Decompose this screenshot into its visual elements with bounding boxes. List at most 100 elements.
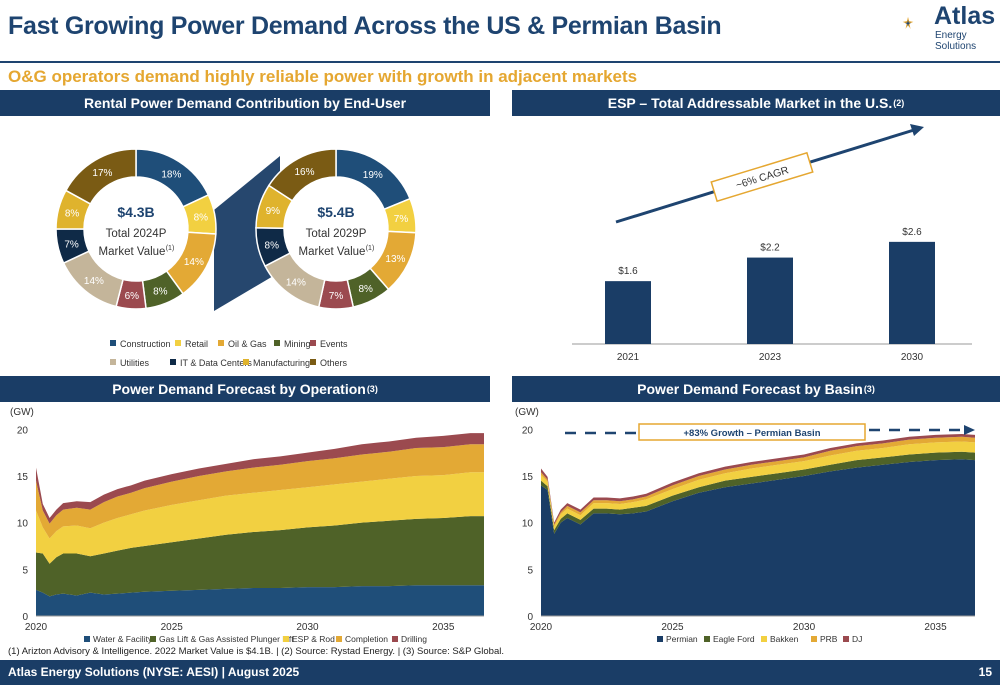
legend-label-utilities: Utilities: [120, 358, 150, 368]
donut1-subtitle2: Market Value: [99, 246, 166, 258]
donut1-subtitle: Total 2024P: [106, 228, 167, 240]
page-number: 15: [978, 665, 992, 679]
basin-ytick-10: 10: [522, 519, 534, 530]
legend-label-retail: Retail: [185, 339, 208, 349]
op-legend-label-gas-lift-gas-assisted-plunger-lift: Gas Lift & Gas Assisted Plunger Lift: [159, 634, 294, 644]
basin-panel-header: Power Demand Forecast by Basin (3): [512, 376, 1000, 402]
basin-ytick-0: 0: [527, 612, 533, 623]
basin-area-eagle-ford: [541, 451, 975, 534]
op-area-drilling: [36, 433, 484, 524]
rental-panel-header: Rental Power Demand Contribution by End-…: [0, 90, 490, 116]
basin-area-bakken: [541, 441, 975, 531]
esp-value-label-2021: $1.6: [618, 266, 638, 277]
esp-bar-2023: [747, 257, 793, 344]
op-area-esp-rod: [36, 472, 484, 564]
legend-label-mining: Mining: [284, 339, 311, 349]
esp-panel-note: (2): [893, 98, 905, 108]
operation-panel-note: (3): [366, 384, 378, 394]
op-legend-swatch-drilling: [392, 636, 398, 642]
basin-xtick-2020: 2020: [530, 622, 553, 633]
op-legend-swatch-completion: [336, 636, 342, 642]
operation-panel-title: Power Demand Forecast by Operation: [112, 381, 366, 397]
legend-label-oil-gas: Oil & Gas: [228, 339, 267, 349]
op-ytick-20: 20: [17, 425, 29, 436]
basin-ytick-15: 15: [522, 472, 534, 483]
esp-value-label-2030: $2.6: [902, 227, 922, 238]
rental-donut-charts: 18% 8% 14% 8% 6% 14% 7% 8% 17% $4.3B Total 2024P Ma…: [55, 148, 417, 368]
esp-category-label-2021: 2021: [617, 352, 640, 363]
donut2-label-oil-gas: 13%: [385, 254, 405, 265]
donut2-slice-others: [267, 148, 337, 202]
op-area-water-facility: [36, 585, 484, 616]
star-icon: [902, 16, 914, 29]
footnote: (1) Arizton Advisory & Intelligence. 202…: [8, 646, 505, 657]
basin-ytick-20: 20: [522, 425, 534, 436]
op-legend-swatch-water-facility: [84, 636, 90, 642]
page-subtitle: O&G operators demand highly reliable pow…: [8, 67, 638, 86]
legend-swatch-manufacturing: [243, 359, 249, 365]
esp-cagr-box: [710, 151, 814, 203]
donut1-title: $4.3B: [117, 204, 154, 220]
donut2-label-utilities: 14%: [286, 277, 306, 288]
legend-swatch-it-data-centers: [170, 359, 176, 365]
op-legend-label-completion: Completion: [345, 634, 388, 644]
logo-subtitle: Energy Solutions: [935, 30, 977, 52]
basin-growth-arrowhead: [964, 425, 975, 435]
legend-label-others: Others: [320, 358, 348, 368]
donut2-subtitle: Total 2029P: [306, 228, 367, 240]
donut1-label-utilities: 14%: [84, 276, 104, 287]
donut1-label-retail: 8%: [194, 213, 209, 224]
op-ylabel: (GW): [10, 407, 34, 418]
op-area-completion: [36, 444, 484, 539]
esp-value-label-2023: $2.2: [760, 243, 780, 254]
esp-bar-2021: [605, 281, 651, 344]
header-rule: [0, 61, 1000, 63]
legend-swatch-events: [310, 340, 316, 346]
basin-ytick-5: 5: [527, 565, 533, 576]
logo-wordmark: Atlas: [934, 2, 996, 30]
op-ytick-5: 5: [22, 565, 28, 576]
legend-swatch-oil-gas: [218, 340, 224, 346]
legend-swatch-construction: [110, 340, 116, 346]
basin-legend-swatch-eagle-ford: [704, 636, 710, 642]
rental-panel-title: Rental Power Demand Contribution by End-…: [83, 95, 407, 111]
donut1-label-manufacturing: 8%: [65, 209, 80, 220]
op-xtick-2035: 2035: [432, 622, 455, 633]
donut2-label-manufacturing: 9%: [266, 206, 281, 217]
op-area-gas-lift-gas-assisted-plunger-lift: [36, 516, 484, 597]
donut2-subtitle2: Market Value: [299, 246, 366, 258]
esp-bar-chart: $1.6 2021 $2.2 2023 $2.6 2030 ~6% CAGR: [572, 124, 972, 363]
donut2-label-others: 16%: [294, 167, 314, 178]
donut1-label-events: 6%: [125, 291, 140, 302]
donut2-label-retail: 7%: [394, 214, 409, 225]
legend-label-it-data-centers: IT & Data Centers: [180, 358, 252, 368]
footer-bar: Atlas Energy Solutions (NYSE: AESI) | Au…: [0, 660, 1000, 685]
esp-category-label-2023: 2023: [759, 352, 782, 363]
op-legend-label-water-facility: Water & Facility: [93, 634, 153, 644]
esp-panel-header: ESP – Total Addressable Market in the U.…: [512, 90, 1000, 116]
op-xtick-2025: 2025: [161, 622, 184, 633]
donut1-note: (1): [166, 245, 175, 252]
donut1-label-mining: 8%: [153, 286, 168, 297]
esp-cagr-badge: ~6% CAGR: [710, 151, 814, 203]
operation-panel-header: Power Demand Forecast by Operation (3): [0, 376, 490, 402]
donut1-label-others: 17%: [92, 168, 112, 179]
donut1-label-oil-gas: 14%: [184, 257, 204, 268]
donut1-slice-others: [64, 148, 137, 205]
op-legend-label-esp-rod: ESP & Rod: [292, 634, 335, 644]
op-xtick-2030: 2030: [296, 622, 319, 633]
legend-swatch-mining: [274, 340, 280, 346]
basin-legend-label-prb: PRB: [820, 634, 838, 644]
basin-legend-label-bakken: Bakken: [770, 634, 799, 644]
basin-panel-title: Power Demand Forecast by Basin: [637, 381, 863, 397]
legend-swatch-others: [310, 359, 316, 365]
basin-legend-swatch-dj: [843, 636, 849, 642]
donut2-label-it-data-centers: 8%: [265, 240, 280, 251]
basin-xtick-2030: 2030: [793, 622, 816, 633]
basin-area-permian: [541, 459, 975, 616]
donut2-label-construction: 19%: [363, 170, 383, 181]
legend-swatch-retail: [175, 340, 181, 346]
atlas-logo: [902, 16, 914, 29]
esp-panel-title: ESP – Total Addressable Market in the U.…: [607, 95, 893, 111]
